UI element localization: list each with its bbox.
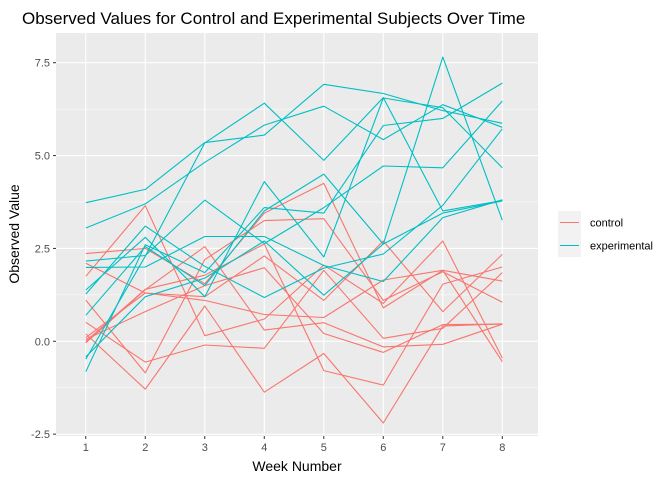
control-series-line-7	[85, 269, 503, 363]
control-legend-label: control	[590, 218, 623, 230]
y-tick-label: 2.5	[35, 243, 50, 255]
control-series-line-9	[85, 267, 503, 353]
x-tick-label: 7	[440, 442, 446, 454]
control-series-line-5	[85, 205, 503, 359]
experimental-series-line-2	[85, 104, 503, 229]
x-tick-label: 4	[261, 442, 267, 454]
y-tick-label: 7.5	[35, 58, 50, 70]
x-tick-label: 6	[380, 442, 386, 454]
control-series-line-8	[85, 243, 503, 386]
experimental-series-line-4	[85, 200, 503, 358]
y-axis: -2.5 0.0 2.5 5.0 7.5	[31, 58, 56, 441]
experimental-series-line-9	[85, 97, 503, 360]
experimental-legend-label: experimental	[590, 241, 653, 253]
experimental-series-line-6	[85, 199, 503, 283]
experimental-series-line-5	[85, 97, 503, 298]
chart-title: Observed Values for Control and Experime…	[22, 9, 525, 28]
y-axis-title: Observed Value	[6, 184, 22, 284]
experimental-series-line-7	[85, 100, 503, 262]
y-tick-label: 5.0	[35, 151, 50, 163]
experimental-series-line-10	[85, 128, 503, 299]
x-tick-label: 1	[83, 442, 89, 454]
x-axis: 1 2 3 4 5 6 7 8	[83, 436, 505, 454]
experimental-series-line-8	[85, 56, 503, 316]
plot-panel	[56, 33, 538, 436]
y-tick-label: 0.0	[35, 336, 50, 348]
series-lines	[85, 56, 503, 424]
x-tick-label: 8	[499, 442, 505, 454]
y-tick-label: -2.5	[31, 429, 50, 441]
experimental-series-line-1	[85, 83, 503, 204]
control-series-line-6	[85, 305, 503, 424]
x-tick-label: 5	[321, 442, 327, 454]
grid-major	[56, 33, 538, 436]
x-tick-label: 3	[202, 442, 208, 454]
control-series-line-4	[85, 246, 503, 348]
x-axis-title: Week Number	[252, 458, 342, 474]
legend: control experimental	[558, 211, 653, 257]
experimental-series-line-3	[85, 82, 503, 372]
control-series-line-10	[85, 262, 503, 363]
x-tick-label: 2	[142, 442, 148, 454]
